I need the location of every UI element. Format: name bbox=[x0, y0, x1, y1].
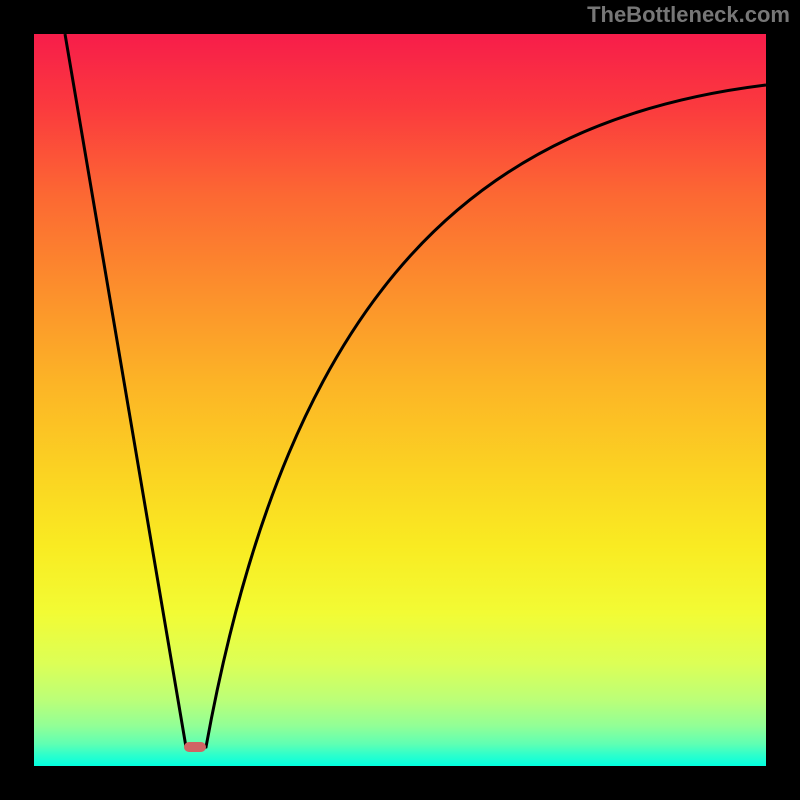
optimal-point-marker bbox=[184, 742, 206, 752]
watermark-text: TheBottleneck.com bbox=[587, 2, 790, 28]
bottleneck-chart bbox=[0, 0, 800, 800]
chart-plot-background bbox=[34, 34, 766, 766]
chart-container: TheBottleneck.com bbox=[0, 0, 800, 800]
